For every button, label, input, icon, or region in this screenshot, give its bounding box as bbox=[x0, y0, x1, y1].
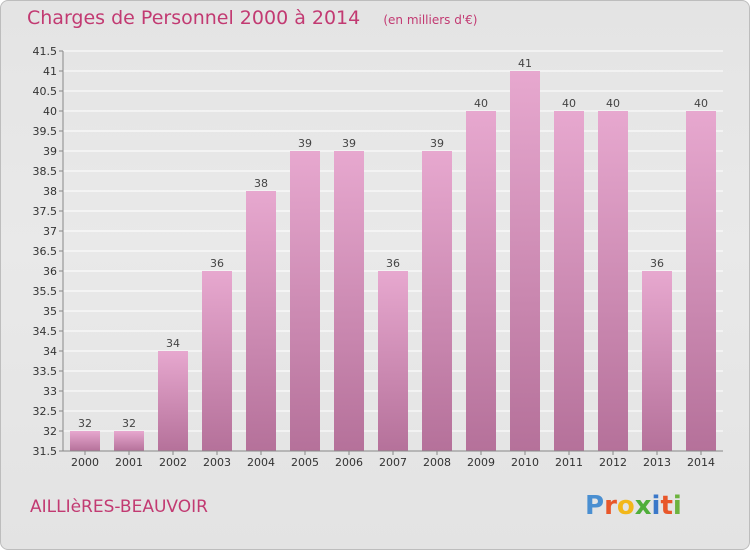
x-tick-label: 2006 bbox=[335, 456, 363, 469]
logo-letter: i bbox=[672, 491, 682, 521]
logo-letter: r bbox=[604, 491, 617, 521]
bar bbox=[70, 431, 100, 451]
y-tick-label: 32 bbox=[43, 425, 57, 438]
bar bbox=[598, 111, 628, 451]
bar-value-label: 41 bbox=[518, 57, 532, 70]
logo-letter: P bbox=[585, 491, 605, 521]
logo-letter: o bbox=[616, 491, 635, 521]
bar-value-label: 32 bbox=[78, 417, 92, 430]
y-tick-label: 35.5 bbox=[33, 285, 58, 298]
bar-value-label: 40 bbox=[562, 97, 576, 110]
bar bbox=[290, 151, 320, 451]
x-tick-label: 2002 bbox=[159, 456, 187, 469]
bar bbox=[554, 111, 584, 451]
logo-letter: i bbox=[651, 491, 661, 521]
y-tick-label: 33.5 bbox=[33, 365, 58, 378]
bar-value-label: 38 bbox=[254, 177, 268, 190]
chart-header: Charges de Personnel 2000 à 2014 (en mil… bbox=[27, 7, 477, 29]
y-tick-label: 34 bbox=[43, 345, 57, 358]
y-tick-label: 40.5 bbox=[33, 85, 58, 98]
y-tick-label: 41.5 bbox=[33, 45, 58, 58]
y-tick-label: 37.5 bbox=[33, 205, 58, 218]
x-tick-label: 2009 bbox=[467, 456, 495, 469]
bar-value-label: 36 bbox=[210, 257, 224, 270]
x-tick-label: 2010 bbox=[511, 456, 539, 469]
proxiti-logo: Proxiti bbox=[585, 491, 682, 521]
bar bbox=[378, 271, 408, 451]
y-tick-label: 36 bbox=[43, 265, 57, 278]
x-tick-label: 2011 bbox=[555, 456, 583, 469]
bar bbox=[114, 431, 144, 451]
y-tick-label: 35 bbox=[43, 305, 57, 318]
y-tick-label: 31.5 bbox=[33, 445, 58, 458]
bar bbox=[246, 191, 276, 451]
bar-value-label: 39 bbox=[298, 137, 312, 150]
y-tick-label: 41 bbox=[43, 65, 57, 78]
y-tick-label: 34.5 bbox=[33, 325, 58, 338]
bar bbox=[202, 271, 232, 451]
x-tick-label: 2014 bbox=[687, 456, 715, 469]
bar bbox=[510, 71, 540, 451]
bar-value-label: 40 bbox=[606, 97, 620, 110]
x-tick-label: 2003 bbox=[203, 456, 231, 469]
bar bbox=[686, 111, 716, 451]
bar-value-label: 40 bbox=[694, 97, 708, 110]
y-tick-label: 37 bbox=[43, 225, 57, 238]
bar bbox=[158, 351, 188, 451]
y-tick-label: 40 bbox=[43, 105, 57, 118]
bar-value-label: 39 bbox=[430, 137, 444, 150]
y-tick-label: 32.5 bbox=[33, 405, 58, 418]
y-tick-label: 38 bbox=[43, 185, 57, 198]
bar-value-label: 40 bbox=[474, 97, 488, 110]
chart-title: Charges de Personnel 2000 à 2014 bbox=[27, 7, 361, 29]
bar bbox=[334, 151, 364, 451]
x-tick-label: 2000 bbox=[71, 456, 99, 469]
chart-subtitle: (en milliers d'€) bbox=[383, 13, 478, 27]
bar bbox=[466, 111, 496, 451]
bar-value-label: 34 bbox=[166, 337, 180, 350]
bar-value-label: 39 bbox=[342, 137, 356, 150]
bar bbox=[642, 271, 672, 451]
x-tick-label: 2007 bbox=[379, 456, 407, 469]
place-name: AILLIèRES-BEAUVOIR bbox=[30, 497, 208, 517]
x-tick-label: 2005 bbox=[291, 456, 319, 469]
x-tick-label: 2013 bbox=[643, 456, 671, 469]
x-tick-label: 2001 bbox=[115, 456, 143, 469]
logo-letter: x bbox=[634, 491, 652, 521]
x-tick-label: 2012 bbox=[599, 456, 627, 469]
y-tick-label: 38.5 bbox=[33, 165, 58, 178]
y-tick-label: 33 bbox=[43, 385, 57, 398]
y-tick-label: 39 bbox=[43, 145, 57, 158]
y-tick-label: 39.5 bbox=[33, 125, 58, 138]
bar bbox=[422, 151, 452, 451]
x-tick-label: 2004 bbox=[247, 456, 275, 469]
bar-value-label: 36 bbox=[386, 257, 400, 270]
logo-letter: t bbox=[660, 491, 673, 521]
y-tick-label: 36.5 bbox=[33, 245, 58, 258]
bar-value-label: 36 bbox=[650, 257, 664, 270]
bar-value-label: 32 bbox=[122, 417, 136, 430]
x-tick-label: 2008 bbox=[423, 456, 451, 469]
